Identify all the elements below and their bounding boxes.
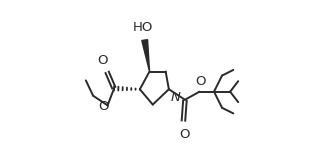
Text: HO: HO (133, 21, 153, 34)
Text: O: O (98, 101, 109, 113)
Text: O: O (98, 54, 108, 67)
Text: N: N (170, 91, 180, 103)
Polygon shape (142, 40, 149, 72)
Text: O: O (196, 75, 206, 88)
Text: O: O (179, 128, 189, 141)
